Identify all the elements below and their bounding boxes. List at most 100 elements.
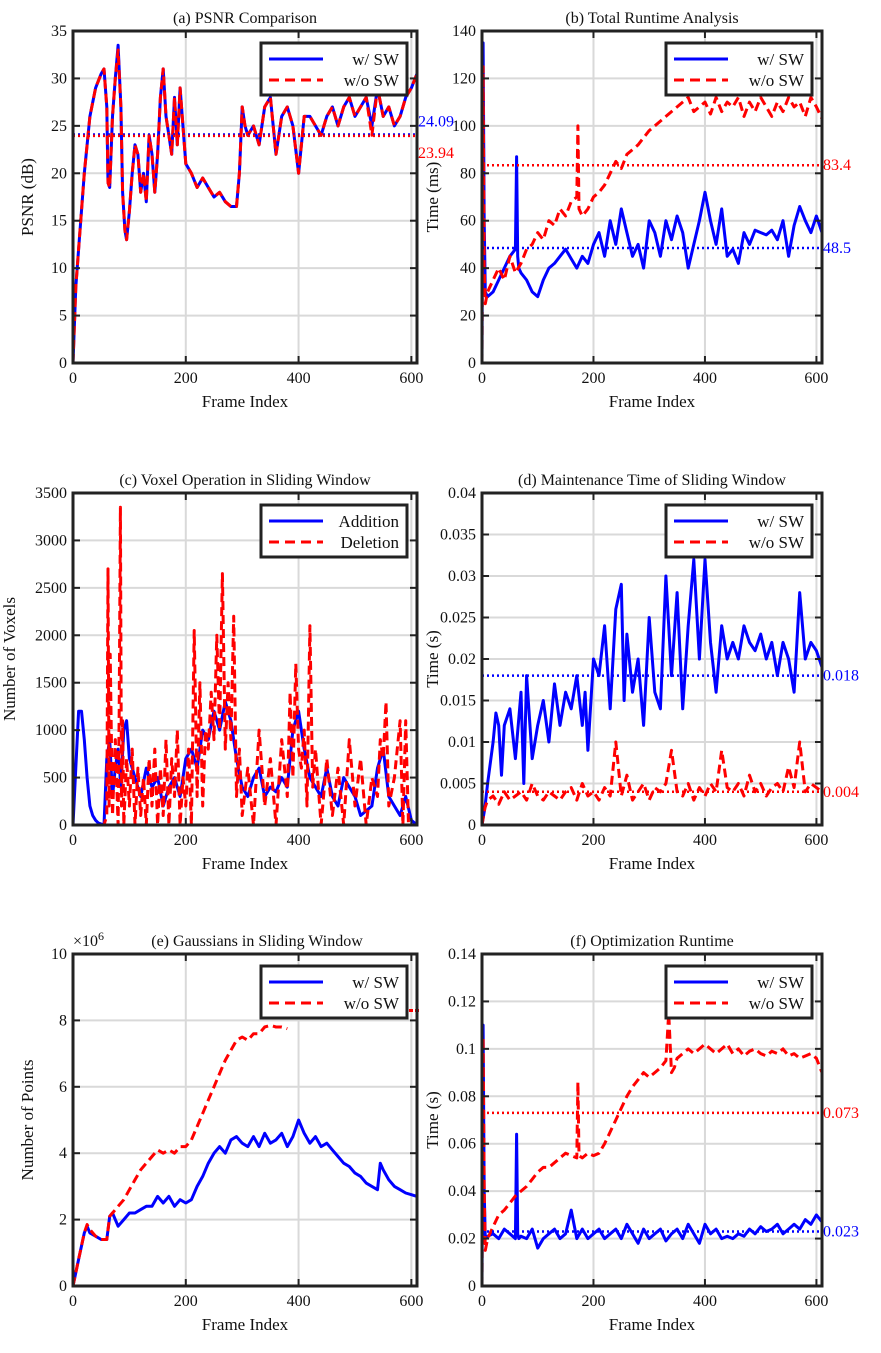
y-tick-label: 6: [59, 1079, 67, 1096]
x-tick-label: 200: [174, 370, 198, 387]
chart-e: 0 2 4 6 8 10 0 200 400 600 (e) Gaussians in Slidin…: [18, 929, 423, 1334]
legend-label: Deletion: [340, 533, 399, 552]
y-tick-label: 10: [51, 946, 67, 963]
x-tick-label: 600: [804, 1293, 828, 1310]
axes-frame: [71, 952, 419, 1288]
x-tick-label: 200: [174, 832, 198, 849]
legend-box: [259, 964, 409, 1020]
legend-label: w/o SW: [344, 71, 400, 90]
series-line-deletion: [73, 505, 417, 825]
y-tick-label: 0: [59, 1278, 67, 1295]
x-tick-label: 600: [804, 832, 828, 849]
legend: w/ SW w/o SW: [664, 503, 814, 559]
x-axis-label: Frame Index: [202, 1315, 289, 1334]
x-tick-label: 400: [287, 370, 311, 387]
mean-label: 48.5: [823, 240, 851, 257]
y-tick-label: 30: [51, 70, 67, 87]
x-tick-label: 0: [478, 370, 486, 387]
legend-box: [259, 503, 409, 559]
series-line-w-sw: [482, 557, 822, 825]
x-tick-label: 200: [581, 1293, 605, 1310]
series-line-w-o-sw: [482, 65, 822, 363]
chart-d: 0 0.005 0.01 0.015 0.02 0.025 0.03 0.035 0.04 0 20…: [423, 472, 859, 873]
y-tick-label: 2500: [35, 580, 67, 597]
y-tick-label: 120: [452, 70, 476, 87]
x-tick-label: 400: [693, 1293, 717, 1310]
y-tick-label: 0: [468, 817, 476, 834]
chart-title: (f) Optimization Runtime: [570, 933, 734, 950]
chart-title: (c) Voxel Operation in Sliding Window: [119, 472, 371, 489]
mean-label: 83.4: [823, 157, 851, 174]
x-axis-label: Frame Index: [202, 392, 289, 411]
y-tick-label: 0.1: [456, 1041, 476, 1058]
y-tick-label: 0.02: [448, 651, 476, 668]
y-tick-label: 0.04: [448, 1183, 476, 1200]
axes-frame: [480, 952, 824, 1288]
x-tick-label: 600: [804, 370, 828, 387]
series-line-w-sw: [73, 1118, 417, 1286]
y-tick-label: 0: [59, 817, 67, 834]
y-tick-label: 0.035: [440, 527, 476, 544]
y-axis-label: Number of Voxels: [0, 597, 19, 721]
y-tick-label: 15: [51, 213, 67, 230]
axis-exponent: ×106: [73, 929, 104, 950]
y-tick-label: 10: [51, 260, 67, 277]
y-tick-label: 0.02: [448, 1231, 476, 1248]
x-axis-label: Frame Index: [609, 854, 696, 873]
x-tick-label: 600: [399, 832, 423, 849]
x-tick-label: 0: [69, 370, 77, 387]
y-axis-label: Time (ms): [423, 162, 442, 233]
series-line-w-o-sw: [482, 1011, 822, 1286]
legend: w/ SW w/o SW: [259, 964, 409, 1020]
chart-a: 0 5 10 15 20 25 30 35 0 200 400 600 (a) PSNR Compari…: [18, 10, 454, 411]
y-tick-label: 0.005: [440, 776, 476, 793]
y-tick-label: 1500: [35, 675, 67, 692]
y-tick-label: 80: [460, 165, 476, 182]
x-tick-label: 400: [287, 832, 311, 849]
y-tick-label: 8: [59, 1012, 67, 1029]
x-axis-label: Frame Index: [609, 1315, 696, 1334]
legend: Addition Deletion: [259, 503, 409, 559]
legend-label: w/ SW: [352, 973, 400, 992]
y-tick-label: 3000: [35, 532, 67, 549]
chart-c: 0 500 1000 1500 2000 2500 3000 3500 0 200 400 600 (c…: [0, 472, 423, 873]
chart-title: (b) Total Runtime Analysis: [565, 10, 738, 27]
y-tick-label: 2000: [35, 627, 67, 644]
y-tick-label: 0.04: [448, 485, 476, 502]
series-line-w-o-sw: [73, 1023, 288, 1286]
y-tick-label: 0: [468, 355, 476, 372]
y-axis-label: Time (s): [423, 1091, 442, 1148]
legend-label: w/ SW: [757, 973, 805, 992]
legend-label: w/o SW: [749, 994, 805, 1013]
axes-frame: [71, 29, 419, 365]
axes-frame: [480, 29, 824, 365]
y-tick-label: 1000: [35, 722, 67, 739]
y-tick-label: 0.12: [448, 993, 476, 1010]
mean-label: 0.023: [823, 1223, 859, 1240]
x-axis-label: Frame Index: [609, 392, 696, 411]
legend: w/ SW w/o SW: [259, 41, 409, 97]
series-line-w-sw: [482, 41, 822, 363]
mean-label: 0.073: [823, 1105, 859, 1122]
series-line-w-sw: [482, 1023, 822, 1286]
x-tick-label: 400: [693, 832, 717, 849]
legend-box: [664, 964, 814, 1020]
y-tick-label: 2: [59, 1212, 67, 1229]
legend-label: w/o SW: [749, 71, 805, 90]
x-tick-label: 0: [69, 1293, 77, 1310]
chart-f: 0 0.02 0.04 0.06 0.08 0.1 0.12 0.14 0 200 400 600 (f…: [423, 933, 859, 1334]
x-tick-label: 600: [399, 1293, 423, 1310]
chart-title: (e) Gaussians in Sliding Window: [151, 933, 363, 950]
x-tick-label: 0: [69, 832, 77, 849]
y-tick-label: 0.01: [448, 734, 476, 751]
y-tick-label: 0.08: [448, 1088, 476, 1105]
x-tick-label: 400: [693, 370, 717, 387]
y-tick-label: 35: [51, 23, 67, 40]
legend-label: Addition: [339, 512, 400, 531]
y-tick-label: 0: [59, 355, 67, 372]
y-tick-label: 100: [452, 118, 476, 135]
x-axis-label: Frame Index: [202, 854, 289, 873]
chart-title: (d) Maintenance Time of Sliding Window: [518, 472, 786, 489]
legend-label: w/ SW: [757, 512, 805, 531]
